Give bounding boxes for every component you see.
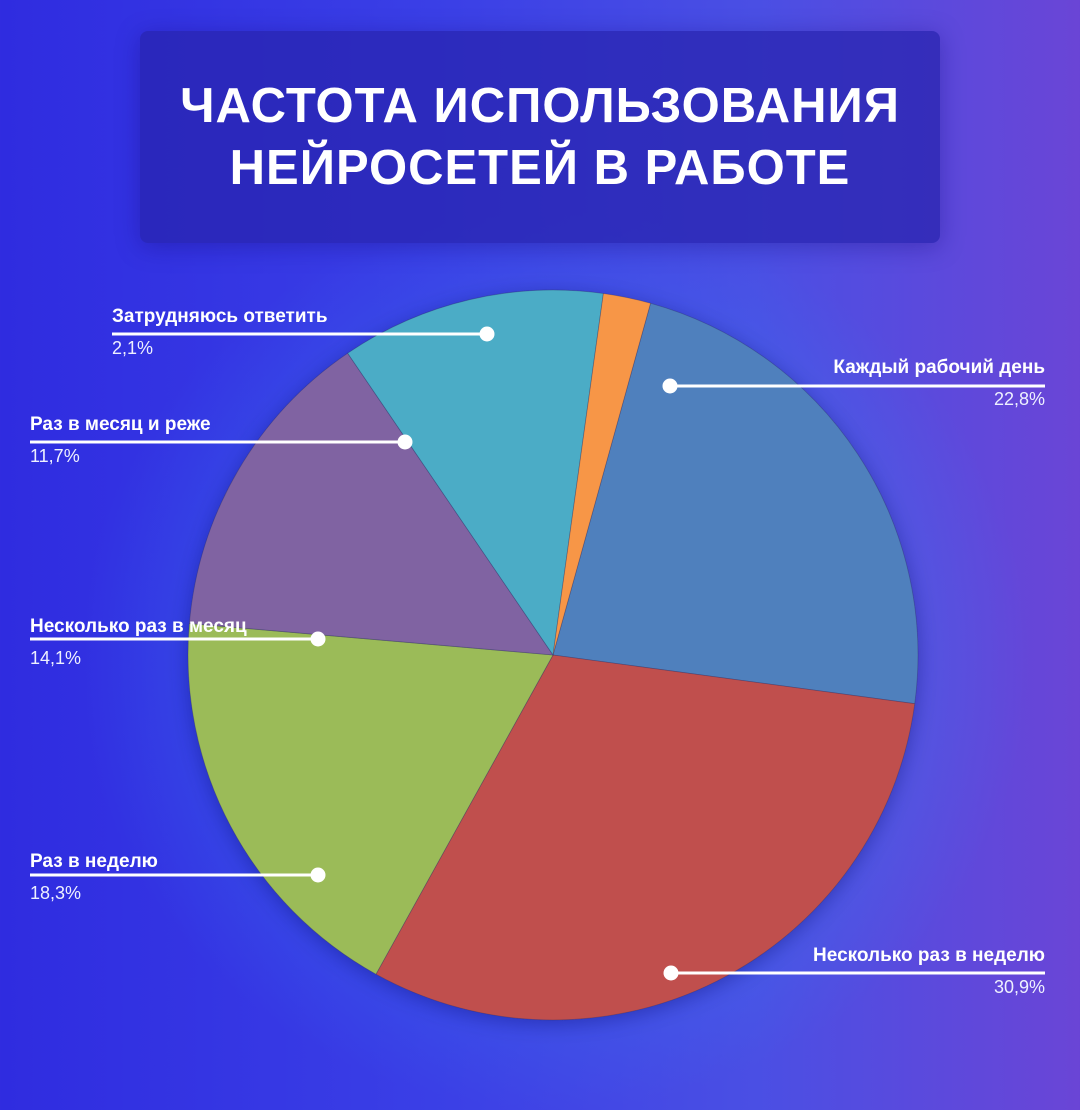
leader-dot-6 [479, 326, 495, 342]
slice-label-value-1: 22,8% [993, 389, 1045, 409]
leader-dot-5 [397, 434, 413, 450]
slice-label-2: Несколько раз в неделю 30,9% [813, 944, 1045, 998]
slice-label-value-2: 30,9% [993, 977, 1045, 997]
title-panel: ЧАСТОТА ИСПОЛЬЗОВАНИЯ НЕЙРОСЕТЕЙ В РАБОТ… [140, 31, 940, 243]
pie-slice-6 [552, 293, 652, 656]
slice-label-3: Раз в неделю 18,3% [30, 850, 158, 904]
slice-label-6: Затрудняюсь ответить 2,1% [112, 305, 328, 359]
chart-title-line-1: ЧАСТОТА ИСПОЛЬЗОВАНИЯ [180, 79, 900, 133]
slice-label-name-4: Несколько раз в месяц [30, 616, 247, 637]
slice-label-1: Каждый рабочий день 22,8% [833, 356, 1045, 410]
slice-label-5: Раз в месяц и реже 11,7% [30, 413, 211, 467]
leader-dot-3 [310, 867, 326, 883]
slice-label-4: Несколько раз в месяц 14,1% [30, 615, 247, 669]
leader-dot-4 [310, 631, 326, 647]
slice-label-value-6: 2,1% [112, 338, 154, 358]
pie-chart [187, 289, 919, 1021]
chart-title-line-2: НЕЙРОСЕТЕЙ В РАБОТЕ [229, 141, 851, 195]
slice-label-name-1: Каждый рабочий день [833, 357, 1045, 378]
slice-label-name-2: Несколько раз в неделю [813, 945, 1045, 966]
pie-slice-1 [552, 302, 919, 705]
slice-label-value-4: 14,1% [30, 648, 82, 668]
pie-slice-4 [188, 352, 554, 656]
slice-label-name-5: Раз в месяц и реже [30, 414, 211, 435]
chart-title: ЧАСТОТА ИСПОЛЬЗОВАНИЯ НЕЙРОСЕТЕЙ В РАБОТ… [180, 75, 900, 199]
pie-slice-2 [375, 654, 916, 1021]
slice-label-value-5: 11,7% [30, 446, 80, 466]
slice-label-name-6: Затрудняюсь ответить [112, 306, 328, 327]
slice-label-value-3: 18,3% [30, 883, 82, 903]
pie-slice-3 [187, 623, 554, 975]
pie-slice-5 [347, 289, 604, 657]
slice-label-name-3: Раз в неделю [30, 851, 158, 872]
leader-dot-1 [662, 378, 678, 394]
leader-dot-2 [663, 965, 679, 981]
